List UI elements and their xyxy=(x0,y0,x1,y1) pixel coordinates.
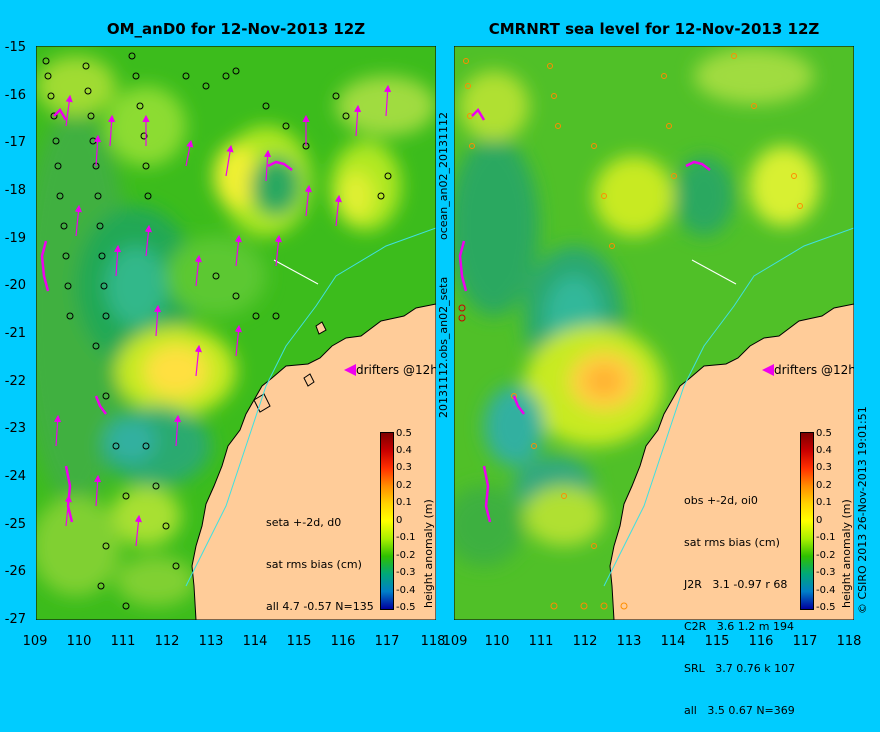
y-tick: -26 xyxy=(4,564,26,579)
x-tick: 110 xyxy=(66,634,92,649)
drifters-legend-label: drifters @12h xyxy=(774,363,854,377)
section-line xyxy=(691,259,737,285)
x-tick: 114 xyxy=(242,634,268,649)
y-tick: -24 xyxy=(4,469,26,484)
colorbar-tick: 0.5 xyxy=(396,428,412,439)
land xyxy=(192,304,436,620)
drifter-tracks xyxy=(458,107,711,523)
colorbar-tick: 0 xyxy=(396,515,403,526)
x-tick: 115 xyxy=(286,634,312,649)
y-tick: -18 xyxy=(4,183,26,198)
colorbar-left xyxy=(380,432,394,610)
stat-line: all 4.7 -0.57 N=135 xyxy=(266,600,374,613)
y-tick: -21 xyxy=(4,326,26,341)
x-tick: 118 xyxy=(420,634,446,649)
colorbar-tick: 0.1 xyxy=(816,497,832,508)
sea-level-field xyxy=(36,56,436,606)
colorbar-left-label: height anomaly (m) xyxy=(422,499,435,608)
y-tick: -15 xyxy=(4,40,26,55)
x-tick: 115 xyxy=(704,634,730,649)
drifter-tracks xyxy=(40,107,293,523)
right-panel-title: CMRNRT sea level for 12-Nov-2013 12Z xyxy=(488,20,820,38)
colorbar-tick: 0.4 xyxy=(816,445,832,456)
land xyxy=(610,304,854,620)
y-tick: -17 xyxy=(4,135,26,150)
coastline xyxy=(609,303,854,620)
colorbar-tick: -0.1 xyxy=(816,532,836,543)
isobath xyxy=(603,227,854,587)
colorbar-tick: 0.2 xyxy=(816,480,832,491)
obs-markers xyxy=(458,53,803,610)
y-tick: -22 xyxy=(4,374,26,389)
right-map: drifters @12h xyxy=(454,46,854,620)
x-tick: 116 xyxy=(748,634,774,649)
section-line xyxy=(273,259,319,285)
x-tick: 113 xyxy=(616,634,642,649)
x-tick: 113 xyxy=(198,634,224,649)
stat-line: sat rms bias (cm) xyxy=(684,536,780,549)
side-label-model: ocean_an02_20131112 xyxy=(437,112,450,240)
left-stats: seta +-2d, d0 sat rms bias (cm) all 4.7 … xyxy=(266,488,374,628)
x-tick: 112 xyxy=(154,634,180,649)
y-tick: -16 xyxy=(4,88,26,103)
colorbar-right-label: height anomaly (m) xyxy=(840,499,853,608)
x-tick: 112 xyxy=(572,634,598,649)
colorbar-tick: 0.3 xyxy=(396,462,412,473)
colorbar-tick: -0.3 xyxy=(816,567,836,578)
left-map: drifters @12h xyxy=(36,46,436,620)
x-tick: 118 xyxy=(836,634,862,649)
obs-markers xyxy=(42,52,392,610)
x-tick: 114 xyxy=(660,634,686,649)
stat-line: sat rms bias (cm) xyxy=(266,558,362,571)
colorbar-tick: -0.4 xyxy=(816,585,836,596)
y-tick: -19 xyxy=(4,231,26,246)
colorbar-tick: -0.2 xyxy=(816,550,836,561)
y-tick: -20 xyxy=(4,278,26,293)
coastline-islands xyxy=(253,321,327,413)
sea-level-field xyxy=(454,48,819,566)
stat-line: C2R 3.6 1.2 m 194 xyxy=(684,620,794,633)
x-tick: 111 xyxy=(110,634,136,649)
right-stats: obs +-2d, oi0 sat rms bias (cm) J2R 3.1 … xyxy=(684,466,795,732)
x-tick: 109 xyxy=(442,634,468,649)
y-tick: -25 xyxy=(4,517,26,532)
drifter-arrows xyxy=(54,84,392,547)
x-tick: 110 xyxy=(484,634,510,649)
left-panel-title: OM_anD0 for 12-Nov-2013 12Z xyxy=(106,20,366,38)
colorbar-tick: 0.5 xyxy=(816,428,832,439)
stat-line: seta +-2d, d0 xyxy=(266,516,342,529)
y-tick: -23 xyxy=(4,421,26,436)
x-tick: 109 xyxy=(22,634,48,649)
colorbar-tick: -0.4 xyxy=(396,585,416,596)
copyright: © CSIRO 2013 26-Nov-2013 19:01:51 xyxy=(856,406,869,614)
x-tick: 111 xyxy=(528,634,554,649)
colorbar-tick: -0.5 xyxy=(396,602,416,613)
colorbar-tick: 0.2 xyxy=(396,480,412,491)
side-label-obs: 20131112.obs_an02_seta xyxy=(437,276,450,418)
x-tick: 116 xyxy=(330,634,356,649)
y-tick: -27 xyxy=(4,612,26,627)
stat-line: all 3.5 0.67 N=369 xyxy=(684,704,795,717)
stat-line: J2R 3.1 -0.97 r 68 xyxy=(684,578,788,591)
colorbar-right xyxy=(800,432,814,610)
coastline xyxy=(191,303,436,620)
stat-line: SRL 3.7 0.76 k 107 xyxy=(684,662,796,675)
colorbar-tick: -0.2 xyxy=(396,550,416,561)
stat-line: obs +-2d, oi0 xyxy=(684,494,758,507)
colorbar-tick: 0 xyxy=(816,515,823,526)
colorbar-tick: -0.1 xyxy=(396,532,416,543)
drifters-legend-label: drifters @12h xyxy=(356,363,436,377)
colorbar-tick: 0.1 xyxy=(396,497,412,508)
colorbar-tick: -0.3 xyxy=(396,567,416,578)
colorbar-tick: -0.5 xyxy=(816,602,836,613)
colorbar-tick: 0.4 xyxy=(396,445,412,456)
x-tick: 117 xyxy=(374,634,400,649)
isobath xyxy=(185,227,436,587)
colorbar-tick: 0.3 xyxy=(816,462,832,473)
x-tick: 117 xyxy=(792,634,818,649)
